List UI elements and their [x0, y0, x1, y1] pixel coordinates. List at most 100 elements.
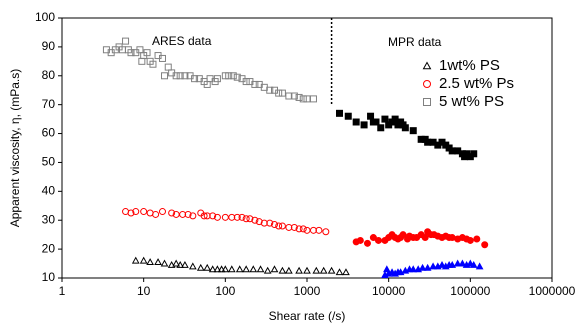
x-tick-label: 10000	[372, 284, 406, 298]
marker	[158, 208, 166, 216]
marker	[438, 260, 446, 268]
marker	[146, 258, 154, 266]
y-tick-label: 20	[42, 241, 56, 255]
marker	[161, 72, 169, 80]
marker	[139, 256, 148, 264]
marker	[374, 236, 382, 244]
marker	[327, 266, 336, 274]
marker	[242, 265, 251, 273]
marker	[469, 260, 478, 268]
marker	[409, 127, 417, 135]
marker	[249, 265, 258, 273]
marker	[470, 150, 478, 158]
legend-label: 2.5 wt% Ps	[439, 75, 514, 92]
y-tick-label: 60	[42, 126, 56, 140]
marker	[278, 266, 287, 274]
marker	[360, 121, 368, 129]
marker	[131, 256, 140, 264]
marker	[381, 115, 389, 123]
marker	[225, 72, 233, 80]
marker	[196, 263, 205, 271]
y-axis-label: Apparent viscosity, η, (mPa.s)	[8, 69, 22, 228]
legend-label: 5 wt% PS	[439, 93, 504, 110]
marker	[401, 124, 409, 132]
marker	[399, 231, 407, 239]
marker	[233, 213, 241, 221]
marker	[295, 225, 303, 233]
marker	[319, 266, 328, 274]
marker	[213, 265, 222, 273]
marker	[189, 212, 197, 220]
marker	[322, 228, 330, 236]
x-tick-label: 100	[215, 284, 235, 298]
marker	[251, 216, 259, 224]
marker	[475, 262, 484, 270]
marker	[238, 213, 246, 221]
marker	[143, 49, 151, 57]
marker	[203, 212, 211, 220]
marker	[423, 263, 432, 271]
marker	[418, 263, 427, 271]
marker	[242, 78, 250, 86]
marker	[158, 54, 166, 62]
legend-marker	[422, 61, 432, 70]
marker	[335, 109, 343, 117]
y-tick-label: 70	[42, 97, 56, 111]
marker	[127, 209, 135, 217]
marker	[285, 92, 293, 100]
marker	[184, 210, 192, 218]
marker	[181, 260, 189, 268]
marker	[260, 219, 268, 227]
marker	[213, 213, 221, 221]
marker	[372, 118, 380, 126]
legend-marker	[423, 80, 431, 88]
marker	[200, 212, 208, 220]
marker	[285, 223, 293, 231]
marker	[295, 266, 303, 274]
marker	[255, 218, 263, 226]
marker	[235, 265, 244, 273]
x-axis-label: Shear rate (/s)	[269, 309, 346, 323]
marker	[213, 75, 221, 83]
marker	[138, 57, 146, 65]
marker	[256, 265, 265, 273]
marker	[299, 225, 307, 233]
marker	[246, 215, 254, 223]
marker	[203, 263, 212, 271]
marker	[352, 118, 360, 126]
marker	[228, 213, 236, 221]
marker	[132, 208, 140, 216]
marker	[208, 265, 217, 273]
marker	[377, 124, 385, 132]
y-tick-label: 10	[42, 270, 56, 284]
y-tick-label: 40	[42, 184, 56, 198]
marker	[344, 112, 352, 120]
y-tick-label: 30	[42, 212, 56, 226]
marker	[453, 259, 462, 267]
annotation: ARES data	[152, 34, 212, 48]
marker	[172, 72, 180, 80]
marker	[263, 266, 272, 274]
marker	[217, 265, 226, 273]
marker	[285, 266, 293, 274]
marker	[299, 95, 307, 103]
marker	[176, 260, 185, 268]
marker	[290, 223, 298, 231]
x-tick-label: 10	[137, 284, 151, 298]
marker	[315, 226, 323, 234]
marker	[290, 92, 298, 100]
marker	[309, 95, 317, 103]
marker	[188, 262, 197, 270]
marker	[421, 234, 429, 242]
marker	[342, 268, 350, 276]
marker	[251, 80, 259, 88]
x-tick-label: 1	[59, 284, 66, 298]
marker	[209, 212, 217, 220]
x-tick-label: 100000	[450, 284, 490, 298]
marker	[179, 210, 187, 218]
legend-marker	[423, 98, 431, 106]
x-tick-label: 1000	[294, 284, 321, 298]
marker	[168, 209, 176, 217]
y-tick-label: 100	[35, 10, 55, 24]
